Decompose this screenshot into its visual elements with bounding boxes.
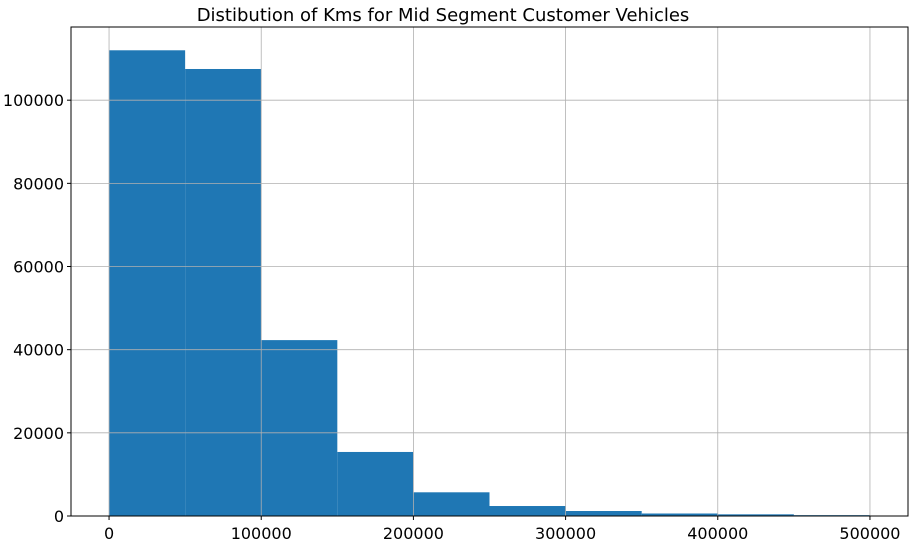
x-tick-label: 100000: [231, 524, 292, 543]
y-tick-label: 20000: [13, 424, 64, 443]
x-tick-label: 200000: [383, 524, 444, 543]
histogram-bar: [261, 340, 338, 516]
histogram-bar: [337, 451, 414, 516]
x-tick-label: 500000: [839, 524, 900, 543]
y-tick-label: 0: [54, 507, 64, 526]
histogram-bars: [109, 50, 870, 517]
y-tick-label: 100000: [3, 91, 64, 110]
y-tick-label: 60000: [13, 258, 64, 277]
x-tick-label: 0: [104, 524, 114, 543]
x-axis-ticks: 0 100000 200000 300000 400000 500000: [104, 516, 900, 543]
y-tick-label: 40000: [13, 341, 64, 360]
histogram-bar: [641, 513, 718, 516]
histogram-bar: [717, 514, 794, 516]
grid-overlay: [71, 27, 908, 517]
plot-frame: [70, 26, 909, 517]
y-tick-label: 80000: [13, 174, 64, 193]
chart-title: Distibution of Kms for Mid Segment Custo…: [197, 5, 690, 26]
histogram-bar: [413, 492, 490, 516]
histogram-bar: [489, 506, 566, 516]
histogram-bar: [109, 50, 186, 517]
y-axis-ticks: 0 20000 40000 60000 80000 100000: [3, 91, 71, 526]
x-tick-label: 300000: [535, 524, 596, 543]
histogram-bar: [565, 511, 642, 516]
x-tick-label: 400000: [687, 524, 748, 543]
histogram-bar: [185, 68, 262, 517]
